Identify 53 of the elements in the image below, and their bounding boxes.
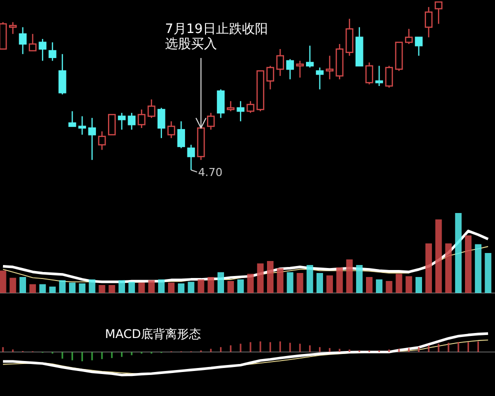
bar <box>425 243 432 293</box>
bar <box>406 276 412 293</box>
bar <box>435 219 442 293</box>
bar <box>356 265 363 293</box>
bar <box>445 243 452 293</box>
bar <box>168 282 175 293</box>
bar <box>326 275 333 293</box>
bar <box>59 280 66 293</box>
bar <box>267 261 274 293</box>
bar <box>29 284 36 293</box>
bar <box>10 278 16 293</box>
bar <box>484 253 492 293</box>
bar <box>198 279 204 293</box>
bar <box>296 273 304 293</box>
bar <box>416 277 422 293</box>
bar <box>346 259 353 293</box>
bar <box>366 277 373 293</box>
bar <box>455 213 462 293</box>
bar <box>108 285 116 293</box>
bar <box>20 277 26 293</box>
bar <box>465 235 472 293</box>
bar <box>188 282 194 293</box>
bar <box>78 283 86 293</box>
bar <box>69 282 76 293</box>
bar <box>336 267 343 293</box>
bar <box>158 279 165 293</box>
bar <box>208 277 214 293</box>
bar <box>49 286 56 293</box>
bar <box>178 283 184 293</box>
annotation: 4.70 <box>198 166 223 179</box>
annotation: MACD底背离形态 <box>105 327 201 341</box>
bar <box>386 281 392 293</box>
bar <box>138 282 145 293</box>
bar <box>218 272 224 293</box>
bar <box>396 274 402 293</box>
bar <box>306 265 314 293</box>
bar <box>286 272 294 293</box>
bar <box>0 270 6 293</box>
bar <box>148 280 155 293</box>
annotation: 7月19日止跌收阳选股买入 <box>165 22 269 52</box>
bar <box>237 279 244 293</box>
bar <box>227 281 234 293</box>
bar <box>88 279 96 293</box>
bar <box>257 263 264 293</box>
bar <box>316 273 324 293</box>
bar <box>376 279 382 293</box>
bar <box>276 268 284 293</box>
bar <box>247 274 254 293</box>
bar <box>118 280 126 293</box>
bar <box>98 285 106 293</box>
bar <box>128 282 135 293</box>
bar <box>474 244 482 293</box>
bar <box>39 284 46 293</box>
